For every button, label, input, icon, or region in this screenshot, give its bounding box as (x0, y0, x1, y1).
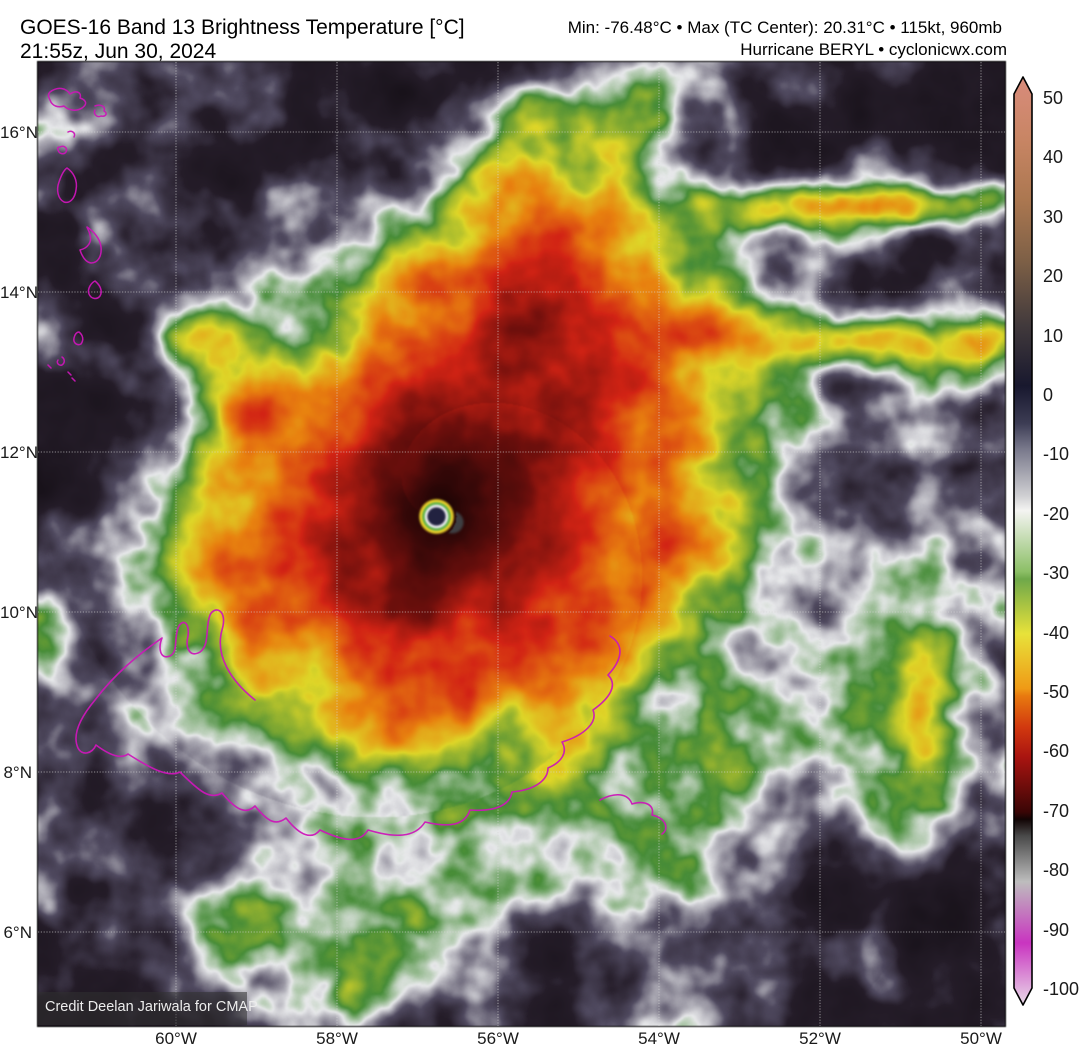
svg-text:50: 50 (1043, 88, 1063, 108)
svg-text:10: 10 (1043, 326, 1063, 346)
svg-text:-90: -90 (1043, 920, 1069, 940)
svg-text:40: 40 (1043, 147, 1063, 167)
svg-text:30: 30 (1043, 207, 1063, 227)
svg-text:-70: -70 (1043, 801, 1069, 821)
svg-text:-30: -30 (1043, 563, 1069, 583)
svg-text:-100: -100 (1043, 979, 1079, 999)
svg-text:0: 0 (1043, 385, 1053, 405)
svg-text:-60: -60 (1043, 741, 1069, 761)
svg-text:-10: -10 (1043, 444, 1069, 464)
svg-text:-80: -80 (1043, 860, 1069, 880)
svg-text:-50: -50 (1043, 682, 1069, 702)
svg-text:-40: -40 (1043, 623, 1069, 643)
svg-text:20: 20 (1043, 266, 1063, 286)
svg-text:-20: -20 (1043, 504, 1069, 524)
